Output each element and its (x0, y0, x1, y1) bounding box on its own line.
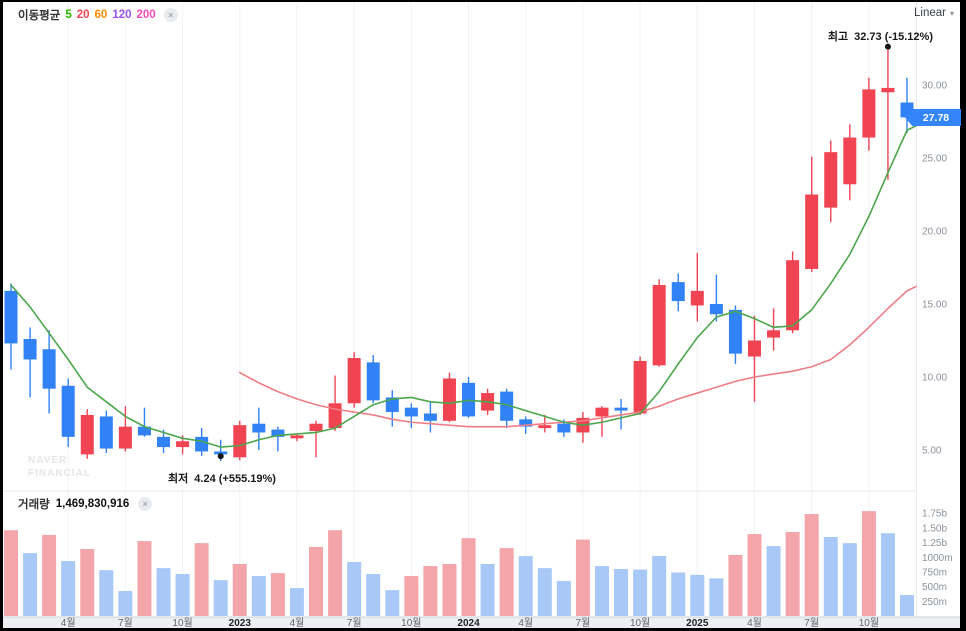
ma-legend: 이동평균 5 20 60 120 200 × (18, 7, 178, 23)
ma-period-200: 200 (136, 9, 156, 21)
low-annotation-value: 4.24 (+555.19%) (194, 473, 276, 485)
ma-period-60: 60 (94, 9, 108, 21)
low-annotation-label: 최저 (168, 473, 189, 485)
svg-text:7월: 7월 (347, 617, 362, 629)
svg-text:30.00: 30.00 (922, 81, 947, 92)
svg-text:5.00: 5.00 (922, 446, 942, 457)
svg-text:2023: 2023 (229, 618, 252, 629)
svg-text:2025: 2025 (686, 618, 709, 629)
svg-text:1.75b: 1.75b (922, 509, 947, 520)
ma-close-icon[interactable]: × (163, 8, 178, 22)
svg-text:10월: 10월 (172, 617, 192, 629)
svg-text:10.00: 10.00 (922, 373, 947, 384)
watermark: NAVER FINANCIAL (28, 454, 91, 480)
svg-text:4월: 4월 (518, 617, 533, 629)
svg-text:1000m: 1000m (922, 553, 953, 564)
svg-text:500m: 500m (922, 582, 947, 593)
volume-legend-label: 거래량 (18, 499, 50, 511)
high-annotation: 최고 32.73 (-15.12%) (828, 28, 933, 44)
svg-text:4월: 4월 (747, 617, 762, 629)
svg-text:10월: 10월 (859, 617, 879, 629)
svg-text:4월: 4월 (61, 617, 76, 629)
svg-text:7월: 7월 (804, 617, 819, 629)
watermark-line1: NAVER (28, 455, 68, 466)
scale-selector[interactable]: Linear ▾ (914, 7, 954, 19)
current-price-badge: 27.78 (905, 109, 961, 126)
ma-period-120: 120 (112, 9, 132, 21)
svg-text:10월: 10월 (401, 617, 421, 629)
svg-text:7월: 7월 (118, 617, 133, 629)
svg-text:1.50b: 1.50b (922, 523, 947, 534)
svg-text:10월: 10월 (630, 617, 650, 629)
volume-close-icon[interactable]: × (138, 497, 153, 511)
chevron-down-icon: ▾ (949, 8, 954, 18)
volume-legend-value: 1,469,830,916 (55, 498, 130, 510)
watermark-line2: FINANCIAL (28, 468, 91, 479)
svg-text:25.00: 25.00 (922, 154, 947, 165)
svg-text:750m: 750m (922, 567, 947, 578)
svg-text:20.00: 20.00 (922, 227, 947, 238)
high-annotation-label: 최고 (827, 31, 849, 43)
svg-text:2024: 2024 (457, 618, 480, 629)
ma-period-20: 20 (76, 9, 90, 21)
svg-text:7월: 7월 (576, 617, 591, 629)
svg-text:15.00: 15.00 (922, 300, 947, 311)
ma-legend-label: 이동평균 (18, 10, 61, 22)
scale-selector-label: Linear (914, 7, 946, 19)
ma-period-5: 5 (65, 9, 72, 21)
high-annotation-value: 32.73 (-15.12%) (854, 31, 933, 43)
svg-text:1.25b: 1.25b (922, 538, 947, 549)
svg-text:4월: 4월 (290, 617, 305, 629)
volume-legend: 거래량 1,469,830,916 × (18, 496, 153, 512)
svg-text:250m: 250m (922, 597, 947, 608)
low-annotation: 최저 4.24 (+555.19%) (168, 470, 276, 486)
